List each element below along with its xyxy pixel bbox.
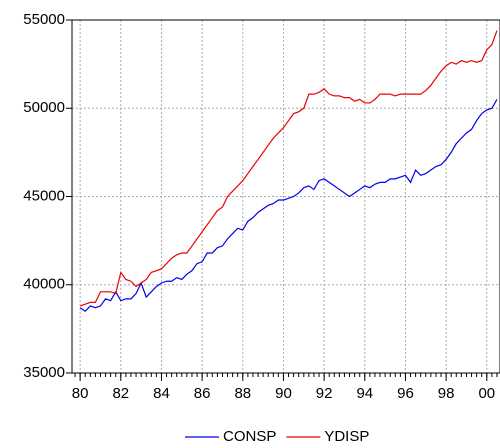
series-line <box>79 99 498 313</box>
plot-frame <box>71 19 500 374</box>
y-tick-label: 50000 <box>23 99 65 116</box>
x-tick-label: 92 <box>316 385 333 402</box>
x-tick-label: 82 <box>112 385 129 402</box>
x-tick-label: 96 <box>397 385 414 402</box>
x-tick-label: 88 <box>234 385 251 402</box>
x-tick-label: 98 <box>438 385 455 402</box>
x-tick-label: 80 <box>72 385 89 402</box>
legend-label: YDISP <box>324 428 369 445</box>
y-tick-label: 45000 <box>23 187 65 204</box>
y-tick-label: 35000 <box>23 364 65 381</box>
x-tick-label: 86 <box>194 385 211 402</box>
x-tick-label: 00 <box>478 385 495 402</box>
x-tick-label: 84 <box>153 385 170 402</box>
y-tick-label: 55000 <box>23 11 65 28</box>
legend-label: CONSP <box>223 428 276 445</box>
x-tick-label: 94 <box>356 385 373 402</box>
x-tick-label: 90 <box>275 385 292 402</box>
series-line <box>79 30 498 307</box>
y-tick-label: 40000 <box>23 276 65 293</box>
